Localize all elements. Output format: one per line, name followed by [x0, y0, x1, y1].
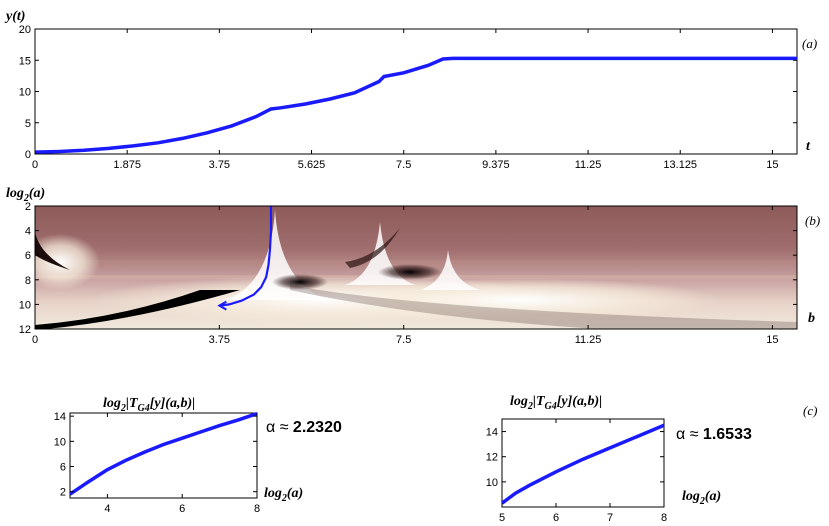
x-tick-label: 15 — [766, 334, 778, 346]
y-tick-label: 15 — [19, 55, 31, 67]
heatmap-cusp — [420, 250, 480, 290]
panel-c1: 4 6 8 2 6 10 14 log2|TG4[y](a,b)| α ≈ 2.2320 l… — [54, 396, 342, 515]
heatmap-dark-spot — [378, 264, 442, 280]
x-tick-label: 8 — [254, 503, 260, 515]
x-tick-label: 8 — [661, 512, 667, 524]
x-tick-label: 6 — [553, 512, 559, 524]
c-panel-label: (c) — [803, 403, 817, 418]
y-tick-label: 14 — [486, 427, 498, 439]
ridge-curve — [219, 206, 273, 307]
panel-c2-frame — [501, 418, 665, 508]
y-tick-label: 2 — [25, 201, 31, 213]
y-tick-label: 20 — [19, 24, 31, 36]
y-tick-label: 6 — [60, 462, 66, 474]
y-tick-label: 10 — [19, 299, 31, 311]
x-tick-label: 3.75 — [209, 334, 230, 346]
c2-xlabel: log2(a) — [682, 489, 721, 507]
x-tick-label: 11.25 — [575, 334, 602, 346]
a-ylabel: y(t) — [4, 9, 25, 24]
heatmap-bright-region — [35, 234, 100, 290]
x-tick-label: 4 — [104, 503, 110, 515]
c1-title: log2|TG4[y](a,b)| — [103, 396, 195, 414]
b-xlabel: b — [808, 311, 815, 326]
panel-b: 0 3.75 7.5 11.25 15 2 4 6 8 10 12 log2(a) b (b) — [6, 186, 820, 346]
a-xlabel: t — [806, 139, 811, 154]
series-line-c1 — [69, 411, 258, 496]
y-tick-label: 2 — [60, 487, 66, 499]
heatmap-dark-ridge — [35, 290, 240, 329]
x-tick-label: 3.75 — [209, 159, 230, 171]
x-tick-label: 11.25 — [575, 159, 602, 171]
y-tick-label: 4 — [25, 226, 31, 238]
y-tick-label: 12 — [19, 324, 31, 336]
c1-alpha: α ≈ 2.2320 — [266, 419, 342, 436]
heatmap-cusp — [345, 222, 415, 285]
y-tick-label: 10 — [486, 477, 498, 489]
y-tick-label: 10 — [54, 436, 66, 448]
y-tick-label: 10 — [19, 87, 31, 99]
heatmap — [35, 206, 797, 329]
a-panel-label: (a) — [802, 36, 817, 51]
y-tick-label: 6 — [25, 250, 31, 262]
heatmap-dark-ridge — [290, 285, 797, 329]
panel-a: 0 1.875 3.75 5.625 7.5 9.375 11.25 13.125 15 0 5 10… — [4, 9, 817, 171]
x-tick-label: 7 — [607, 512, 613, 524]
b-panel-label: (b) — [805, 213, 820, 228]
x-tick-label: 0 — [32, 334, 38, 346]
heatmap-dark-spot — [272, 274, 328, 290]
x-tick-label: 15 — [766, 159, 778, 171]
ridge-arrow-head — [217, 300, 227, 311]
x-tick-label: 6 — [179, 503, 185, 515]
x-tick-label: 7.5 — [396, 334, 411, 346]
b-ylabel: log2(a) — [6, 186, 45, 204]
heatmap-dark-ridge — [345, 228, 400, 268]
panel-b-frame — [34, 205, 798, 330]
heatmap-cusp — [225, 210, 330, 300]
y-tick-label: 14 — [54, 411, 66, 423]
y-tick-label: 8 — [25, 275, 31, 287]
heatmap-band — [35, 260, 797, 266]
x-tick-label: 13.125 — [663, 159, 697, 171]
series-line-a — [34, 56, 797, 154]
c1-xlabel: log2(a) — [264, 486, 303, 504]
x-tick-label: 5.625 — [298, 159, 326, 171]
x-tick-label: 0 — [32, 159, 38, 171]
y-tick-label: 5 — [25, 118, 31, 130]
panel-a-frame — [34, 28, 798, 155]
y-tick-label: 12 — [486, 452, 498, 464]
x-tick-label: 7.5 — [396, 159, 411, 171]
panel-c1-frame — [69, 412, 258, 499]
c2-title: log2|TG4[y](a,b)| — [510, 394, 602, 412]
heatmap-dark-ridge — [35, 232, 70, 270]
c2-alpha: α ≈ 1.6533 — [676, 426, 752, 443]
heatmap-bright-region — [320, 278, 720, 322]
x-tick-label: 9.375 — [482, 159, 510, 171]
x-tick-label: 5 — [499, 512, 505, 524]
x-tick-label: 1.875 — [113, 159, 141, 171]
series-line-c2 — [500, 423, 665, 505]
y-tick-label: 0 — [25, 149, 31, 161]
